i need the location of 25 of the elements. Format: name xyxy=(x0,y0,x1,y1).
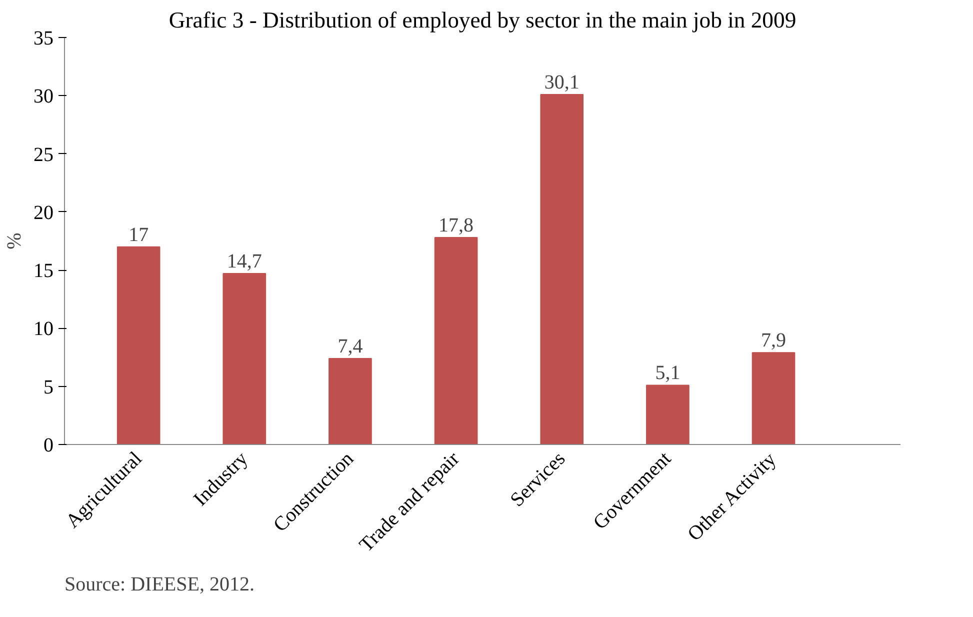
bar xyxy=(116,246,160,444)
source-note: Source: DIEESE, 2012. xyxy=(64,574,254,596)
data-label: 30,1 xyxy=(544,71,580,94)
y-tick-label: 5 xyxy=(44,376,54,398)
y-axis-title: % xyxy=(4,232,26,250)
bar xyxy=(540,94,584,444)
y-tick-label: 35 xyxy=(34,28,54,50)
bar xyxy=(752,352,796,444)
data-label: 17 xyxy=(128,224,149,246)
y-tick-label: 25 xyxy=(34,144,54,166)
y-tick-label: 20 xyxy=(34,202,54,224)
bar xyxy=(222,273,266,444)
bar xyxy=(434,237,478,444)
data-label: 17,8 xyxy=(438,214,474,237)
data-label: 7,4 xyxy=(338,335,363,358)
y-tick-label: 10 xyxy=(34,318,54,340)
data-label: 7,9 xyxy=(761,330,786,352)
chart-title: Grafic 3 - Distribution of employed by sector in the main job in 2009 xyxy=(168,8,796,32)
bar xyxy=(328,358,372,444)
data-label: 14,7 xyxy=(226,250,262,273)
y-tick-label: 0 xyxy=(44,434,54,456)
bar xyxy=(646,384,690,444)
y-tick-label: 30 xyxy=(34,86,54,108)
y-tick-label: 15 xyxy=(34,260,54,282)
data-label: 5,1 xyxy=(655,362,680,384)
